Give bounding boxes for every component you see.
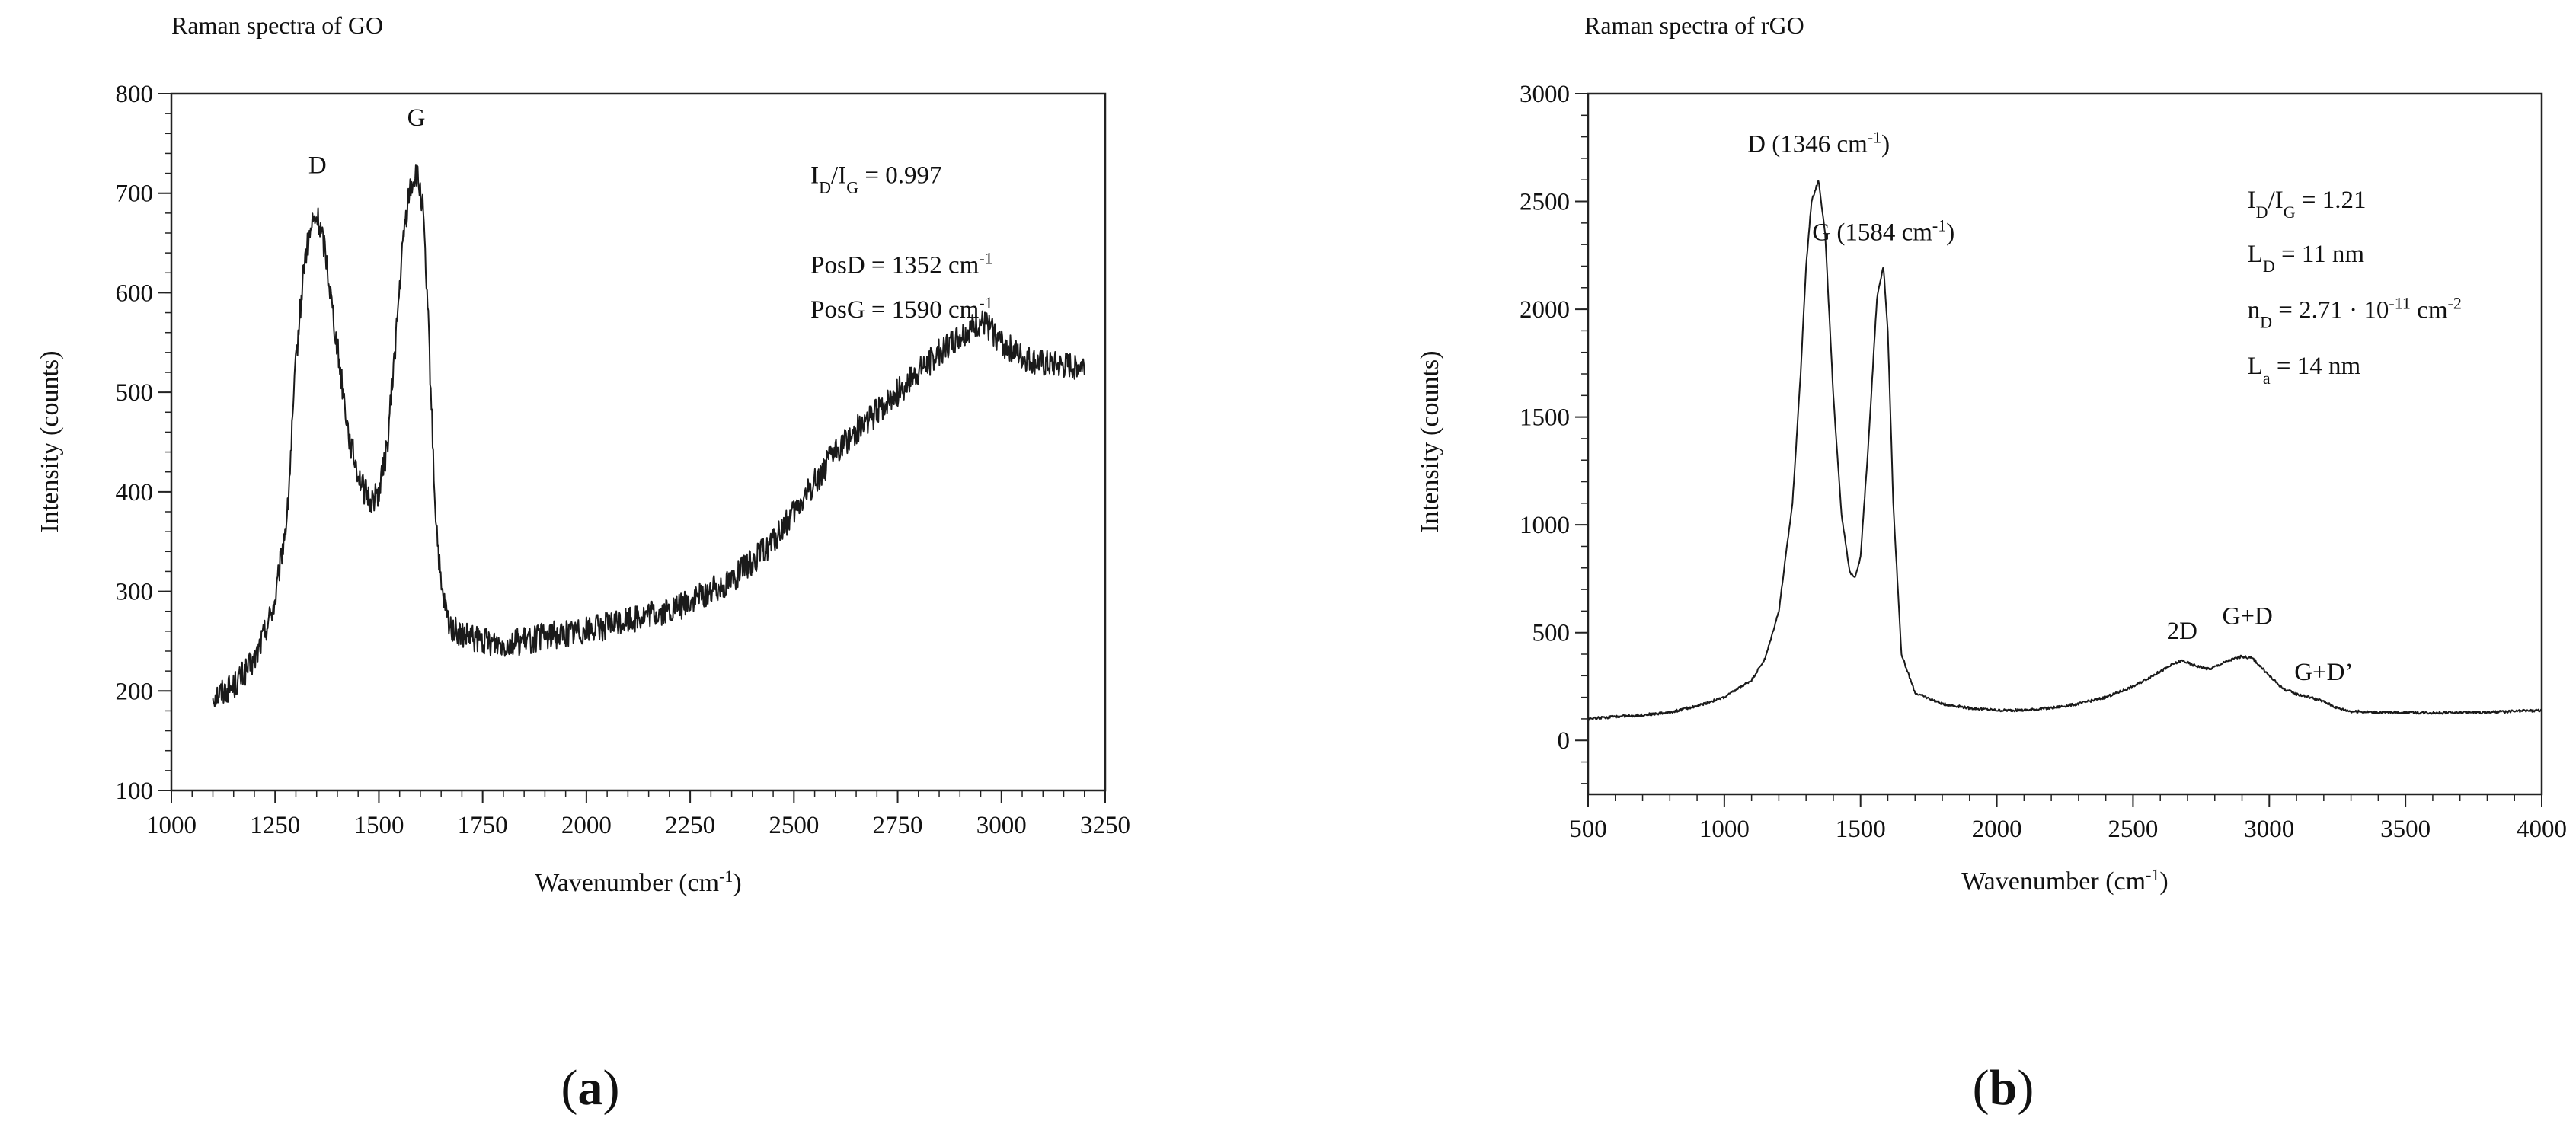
x-tick-label: 2000: [561, 812, 612, 839]
y-tick-label: 700: [116, 180, 154, 208]
y-tick-label: 100: [116, 778, 154, 805]
annotation: PosG = 1590 cm-1: [810, 293, 993, 324]
x-tick-label: 4000: [2517, 816, 2567, 843]
chart-title: Raman spectra of GO: [171, 11, 383, 39]
peak-label: D (1346 cm-1): [1747, 127, 1890, 158]
y-axis-label: Intensity (counts): [1416, 351, 1444, 533]
y-tick-label: 2000: [1520, 296, 1570, 324]
x-tick-label: 1500: [353, 812, 404, 839]
peak-label: G (1584 cm-1): [1812, 216, 1954, 247]
x-tick-label: 1000: [146, 812, 197, 839]
peak-label: 2D: [2167, 618, 2197, 645]
chart-go: Raman spectra of GO 1000 1250 1500 1750 2000…: [36, 11, 1130, 897]
y-tick-label: 0: [1558, 727, 1571, 755]
y-tick-label: 300: [116, 579, 154, 606]
y-tick-label: 2500: [1520, 189, 1570, 216]
annotation: nD = 2.71 · 10-11 cm-2: [2248, 293, 2462, 331]
panel-label-a: (a): [561, 1060, 620, 1116]
y-tick-label: 500: [1532, 620, 1571, 647]
x-tick-label: 500: [1569, 816, 1607, 843]
y-tick-label: 400: [116, 479, 154, 506]
peak-label: G+D’: [2294, 659, 2353, 686]
x-tick-label: 3500: [2380, 816, 2431, 843]
x-tick-label: 2500: [769, 812, 819, 839]
y-tick-label: 1500: [1520, 404, 1570, 432]
x-axis-label: Wavenumber (cm-1): [535, 867, 741, 898]
annotation: LD = 11 nm: [2248, 241, 2365, 276]
panel-label-b: (b): [1973, 1060, 2034, 1116]
x-tick-label: 2500: [2108, 816, 2158, 843]
series-line: [1587, 180, 2542, 721]
y-tick-label: 500: [116, 379, 154, 407]
plot-area: [170, 92, 1107, 792]
x-tick-label: 2750: [873, 812, 923, 839]
x-tick-label: 3250: [1080, 812, 1130, 839]
x-tick-label: 2000: [1972, 816, 2022, 843]
chart-rgo: Raman spectra of rGO 500 1000 1500 2000 2500…: [1416, 11, 2567, 896]
x-tick-label: 1000: [1699, 816, 1750, 843]
y-tick-label: 1000: [1520, 512, 1570, 539]
series-line: [212, 164, 1085, 707]
annotation: ID/IG = 0.997: [810, 162, 941, 197]
x-tick-label: 3000: [2244, 816, 2294, 843]
y-tick-label: 800: [116, 81, 154, 108]
y-axis-label: Intensity (counts): [36, 351, 64, 533]
peak-label: G+D: [2223, 602, 2273, 630]
peak-label: G: [407, 104, 426, 132]
annotation: La = 14 nm: [2248, 353, 2361, 388]
x-tick-label: 1750: [458, 812, 508, 839]
y-tick-label: 600: [116, 279, 154, 307]
y-tick-label: 200: [116, 678, 154, 705]
annotation: ID/IG = 1.21: [2248, 187, 2367, 222]
x-tick-label: 1250: [250, 812, 300, 839]
y-tick-label: 3000: [1520, 81, 1570, 108]
x-tick-label: 1500: [1836, 816, 1886, 843]
plot-area: [1587, 92, 2543, 796]
chart-title: Raman spectra of rGO: [1584, 11, 1804, 39]
x-axis-label: Wavenumber (cm-1): [1961, 865, 2168, 896]
x-tick-label: 3000: [976, 812, 1027, 839]
peak-label: D: [308, 152, 327, 180]
x-tick-label: 2250: [665, 812, 715, 839]
annotation: PosD = 1352 cm-1: [810, 248, 993, 279]
